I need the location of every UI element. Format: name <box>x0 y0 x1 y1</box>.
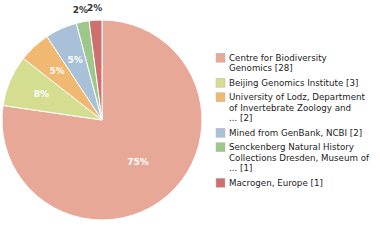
data-label: 2% <box>73 5 88 15</box>
legend-swatch <box>216 128 225 137</box>
data-labels: 75% 8% 5%5% 2%2% <box>34 3 149 166</box>
legend-label-line: Collections Dresden, Museum of <box>229 153 370 163</box>
slices <box>2 20 202 220</box>
legend-label: Centre for BiodiversityGenomics [28] <box>229 53 327 74</box>
legend-swatch <box>216 93 225 102</box>
data-label: 5% <box>50 66 65 76</box>
legend-label: Beijing Genomics Institute [3] <box>229 78 358 88</box>
legend-label-line: of Invertebrate Zoology and <box>229 103 351 113</box>
legend-label-line: University of Lodz, Department <box>229 92 365 102</box>
slice <box>2 20 202 220</box>
legend-label-line: Beijing Genomics Institute [3] <box>229 78 358 88</box>
legend-label: Macrogen, Europe [1] <box>229 178 323 188</box>
legend-label: Mined from GenBank, NCBI [2] <box>229 128 362 138</box>
slice <box>89 20 102 120</box>
legend-label-line: ... [1] <box>229 163 252 173</box>
chart: 75% 8% 5%5% 2%2% Centre for BiodiversityGeno… <box>0 0 380 240</box>
legend-label-line: Macrogen, Europe [1] <box>229 178 323 188</box>
legend: Centre for BiodiversityGenomics [28] Beij… <box>216 53 370 188</box>
legend-swatch <box>216 53 225 62</box>
legend-label-line: Senckenberg Natural History <box>229 142 354 152</box>
legend-swatch <box>216 143 225 152</box>
legend-label: University of Lodz, Departmentof Inverte… <box>229 92 365 123</box>
legend-label-line: Mined from GenBank, NCBI [2] <box>229 128 362 138</box>
data-label: 5% <box>67 55 82 65</box>
data-label: 8% <box>34 89 49 99</box>
legend-swatch <box>216 178 225 187</box>
slice <box>76 21 102 120</box>
data-label: 75% <box>127 157 149 167</box>
legend-label-line: ... [2] <box>229 113 252 123</box>
legend-swatch <box>216 78 225 87</box>
data-label: 2% <box>87 3 102 13</box>
legend-label-line: Centre for Biodiversity <box>229 53 327 63</box>
legend-label: Senckenberg Natural HistoryCollections D… <box>229 142 370 173</box>
legend-label-line: Genomics [28] <box>229 63 293 73</box>
